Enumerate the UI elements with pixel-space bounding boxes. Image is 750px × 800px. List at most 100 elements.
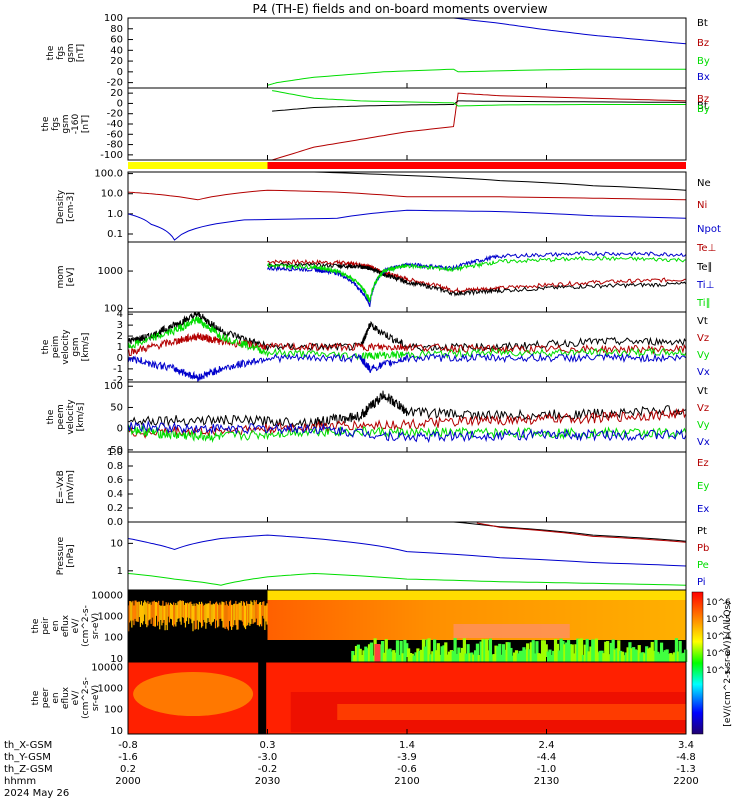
heatmap-cell [151,601,153,618]
heatmap-cell [354,645,359,662]
legend-entry: Bz [697,94,709,105]
panel-frame [127,17,687,89]
panel-pressure: Pressure [nPa] 10 1 Pt Pb Pe Pi [56,521,709,591]
heatmap-cell [227,605,229,631]
heatmap-cell [658,653,662,662]
heatmap-cell [579,638,584,662]
heatmap-cell [626,647,630,662]
series-line-blue [128,420,686,444]
heatmap-cell [440,646,444,662]
heatmap-cell [498,643,502,662]
heatmap-cell [190,601,192,620]
footer-value: -0.2 [258,764,278,775]
ylabel-line: peir [41,617,51,635]
heatmap-cell [646,648,651,662]
heatmap-cell [204,604,206,623]
heatmap-cell [442,645,446,662]
heatmap-cell [423,646,427,662]
ytick-label: 10 [110,726,123,737]
ylabel-line: mom [56,265,66,288]
heatmap-cell [568,644,573,662]
heatmap-cell [240,600,242,621]
heatmap-cell [462,638,466,662]
ytick-label: 1000 [98,611,123,622]
heatmap-cell [553,639,558,662]
ytick-label: 40 [110,45,123,56]
heatmap-cell [140,601,143,623]
heatmap-cell [182,600,184,618]
colorbar-tick: 10^5 [706,615,731,625]
legend-entry: Te⊥ [696,243,716,254]
heatmap-cell [188,603,190,625]
heatmap-cell [434,650,439,662]
ylabel-line: en [51,620,61,631]
ytick-label: 0.4 [107,489,123,500]
heatmap-cell [630,648,634,662]
ytick-label: 1.0 [107,447,123,458]
ytick-label: 1000 [98,266,123,277]
ylabel-line: gsm [61,114,71,133]
heatmap-cell [527,649,532,662]
ylabel-line: -160 [71,114,81,135]
heatmap-cell [494,645,498,662]
ytick-label: 10.0 [101,189,123,200]
ytick-label: 60 [110,35,123,46]
legend-entry: Bz [697,38,709,49]
heatmap-cell [239,602,241,621]
ytick-label: 0 [117,98,123,109]
legend-entry: Vx [697,437,710,448]
heatmap-cell [144,600,146,615]
heatmap-cell [138,601,140,618]
legend-entry: Vt [697,316,708,327]
heatmap-cell [486,650,491,662]
heatmap-cell [364,646,368,662]
heatmap-cell [149,602,151,620]
heatmap-cell [594,638,599,662]
ytick-label: 20 [110,88,123,99]
heatmap-cell [418,650,422,662]
ylabel-line: sr-eV) [91,685,101,711]
heatmap-cell [170,603,173,620]
ylabel-line: the [46,45,56,60]
panel-density: Density [cm-3] 100.0 10.0 1.0 0.1 Ne Ni Npot [56,169,721,243]
heatmap-cell [667,654,671,662]
series-line-blue [128,352,686,382]
heatmap-band [267,590,686,600]
heatmap-cell [358,648,362,662]
heatmap-cell [427,638,431,662]
ytick-label: 20 [110,56,123,67]
legend-entry: Ni [697,200,707,211]
heatmap-cell [492,654,496,662]
ytick-label: 2 [117,331,123,342]
heatmap-cell [165,602,167,626]
heatmap-cell [535,641,539,662]
heatmap-cell [362,650,366,662]
heatmap-cell [475,643,480,662]
ylabel-line: Density [56,189,66,224]
heatmap-cell [264,605,266,630]
heatmap-cell [539,653,543,662]
footer-value: 2.4 [539,740,555,751]
series-line-black [267,262,686,297]
heatmap-cell [416,648,420,662]
heatmap-cell [235,600,237,626]
heatmap-cell [135,600,137,622]
ylabel-line: (cm^2-s- [81,677,91,719]
heatmap-cell [533,653,537,662]
heatmap-cell [380,640,385,662]
ylabel-line: the [41,116,51,131]
heatmap-cell [600,650,604,662]
heatmap-cell [192,605,194,632]
heatmap-cell [459,652,463,662]
ylabel-line: eflux [61,686,71,709]
heatmap-cell [680,653,684,662]
heatmap-cell [262,601,264,616]
heatmap-cell [225,601,227,627]
heatmap-cell [635,650,639,662]
heatmap-cell [356,644,360,662]
heatmap-cell [645,646,649,662]
heatmap-cell [143,602,145,622]
